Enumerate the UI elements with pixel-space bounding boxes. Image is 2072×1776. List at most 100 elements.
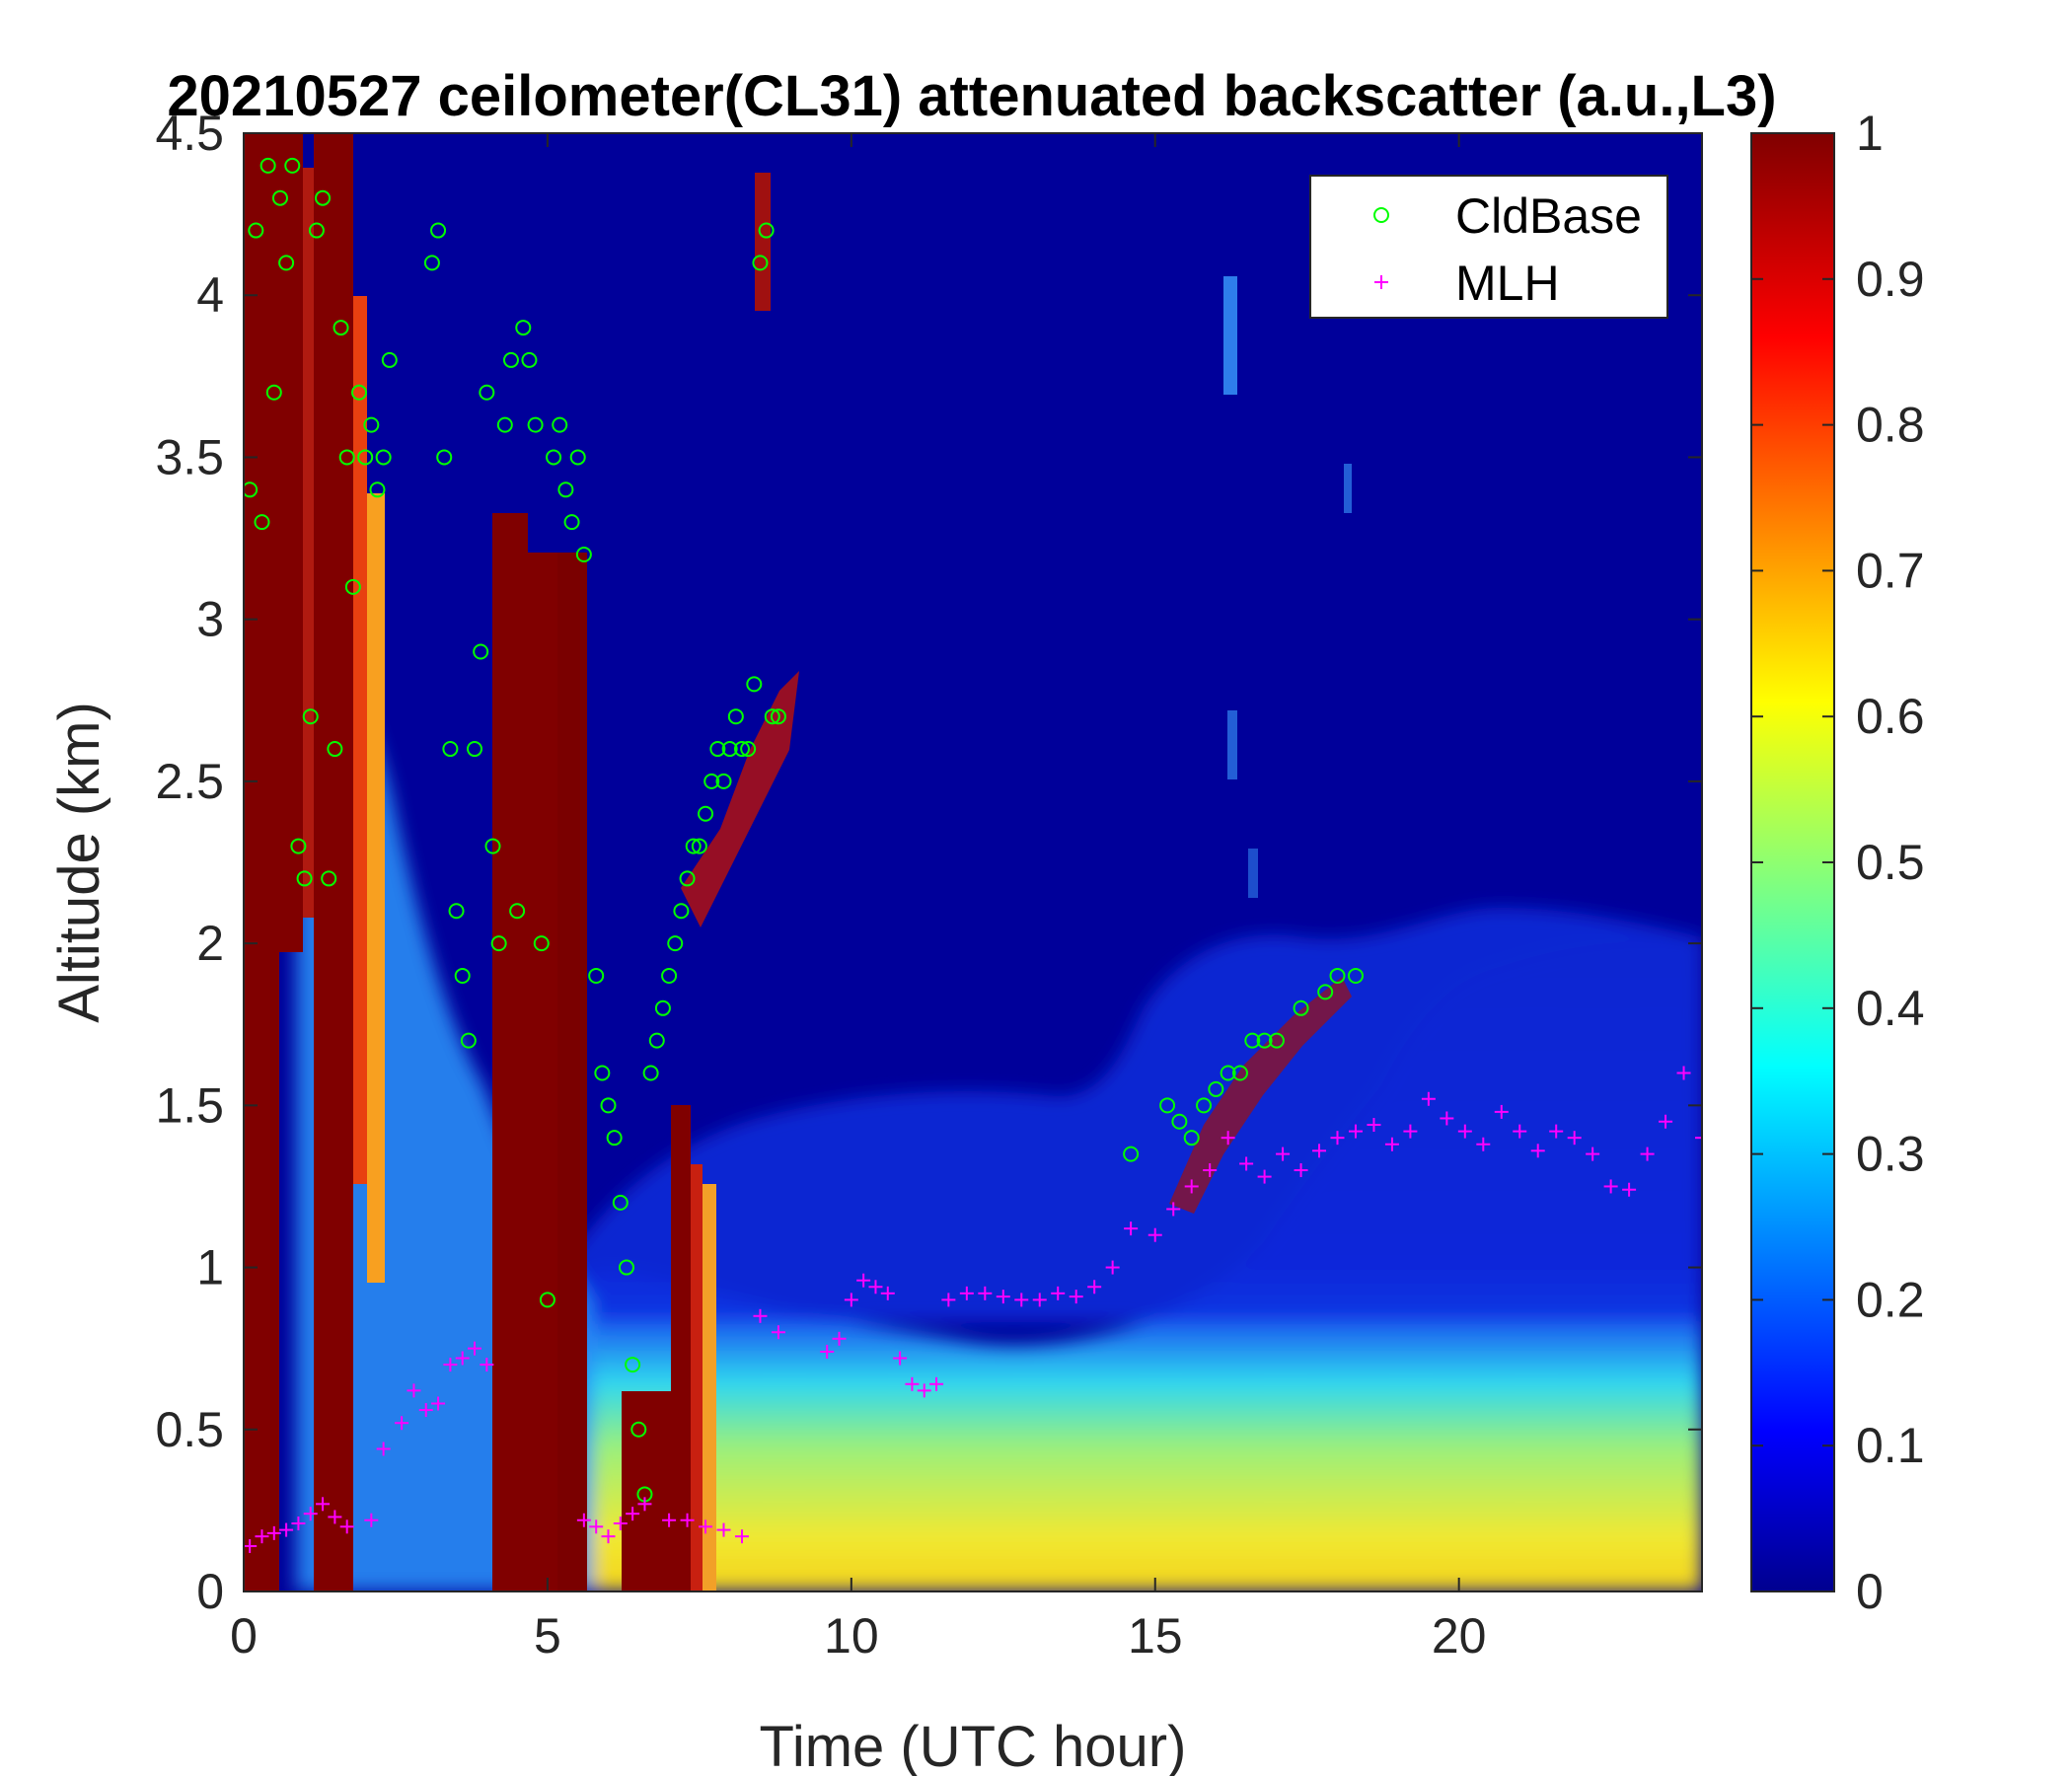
colorbar-tick-label: 0.1 [1856, 1418, 1925, 1473]
y-axis-label: Altitude (km) [47, 702, 111, 1023]
cldbase-point [333, 320, 349, 336]
cldbase-point [338, 449, 355, 466]
cldbase-point [721, 741, 738, 758]
mlh-point [917, 1383, 931, 1398]
mlh-point [339, 1519, 354, 1534]
y-tick-label: 4 [196, 267, 224, 323]
cloud-column [622, 1391, 671, 1591]
cldbase-point [698, 805, 714, 822]
cldbase-point [321, 870, 337, 887]
cldbase-point [1317, 984, 1334, 1000]
cldbase-point [351, 384, 368, 401]
cldbase-point [679, 870, 696, 887]
mlh-point [455, 1351, 470, 1366]
colorbar-tick-label: 0.4 [1856, 981, 1925, 1036]
cldbase-point [1171, 1113, 1188, 1130]
mlh-point [1147, 1227, 1162, 1242]
cldbase-point [344, 578, 361, 595]
cldbase-point [484, 838, 501, 854]
colorbar-tick-label: 0 [1856, 1564, 1884, 1619]
y-tick-label: 3.5 [155, 429, 224, 484]
cldbase-point [1268, 1032, 1285, 1049]
chart-title: 20210527 ceilometer(CL31) attenuated bac… [167, 64, 1776, 128]
cldbase-point [727, 708, 744, 725]
mlh-point [613, 1517, 628, 1531]
cldbase-point [667, 935, 684, 952]
y-tick-label: 4.5 [155, 106, 224, 161]
cldbase-point [381, 351, 398, 368]
y-axis: 0 0.5 1 1.5 2 2.5 3 3.5 4 4.5 [155, 106, 1702, 1619]
cldbase-point [594, 1065, 611, 1081]
cldbase-point [527, 416, 544, 433]
colorbar-tick-label: 0.9 [1856, 252, 1925, 307]
mlh-point [1087, 1280, 1102, 1295]
mlh-point [376, 1442, 391, 1456]
cloud-speck [1227, 710, 1237, 779]
cldbase-point [479, 384, 495, 401]
mlh-point [468, 1341, 482, 1356]
mlh-point [1549, 1124, 1564, 1139]
mlh-point [699, 1519, 713, 1534]
cloud-column [314, 133, 353, 1591]
mlh-point [1659, 1114, 1673, 1129]
mlh-point [316, 1497, 331, 1512]
cldbase-point [557, 481, 574, 498]
colorbar-tick-label: 0.8 [1856, 398, 1925, 453]
cldbase-point [673, 903, 690, 920]
cldbase-point [764, 708, 780, 725]
blue-aerosol-layer [553, 908, 1702, 1322]
cldbase-point [1123, 1146, 1140, 1162]
cldbase-point [1293, 999, 1309, 1016]
mlh-point [662, 1513, 677, 1527]
cldbase-point [661, 967, 678, 984]
mlh-point [266, 1525, 281, 1540]
cldbase-point [685, 838, 702, 854]
mlh-point [1184, 1179, 1199, 1194]
cldbase-point [752, 255, 769, 271]
cldbase-point [625, 1357, 641, 1373]
cldbase-point [278, 255, 295, 271]
cldbase-point [1347, 967, 1364, 984]
cldbase-point [1183, 1130, 1200, 1147]
mlh-point [1348, 1124, 1363, 1139]
mlh-point [893, 1351, 908, 1366]
cldbase-point [265, 384, 282, 401]
x-tick-label: 5 [534, 1608, 561, 1664]
cloud-column [691, 1164, 703, 1591]
cloud-column [557, 553, 587, 1591]
cldbase-point [296, 870, 313, 887]
mlh-point [753, 1308, 768, 1323]
mlh-point [716, 1522, 731, 1537]
mlh-point [1105, 1260, 1120, 1275]
cldbase-point [612, 1194, 629, 1211]
mlh-point [1312, 1144, 1327, 1158]
cldbase-point [715, 773, 732, 789]
mlh-point [364, 1513, 379, 1527]
cldbase-point [490, 935, 507, 952]
cldbase-point [600, 1097, 617, 1114]
cldbase-point [509, 903, 526, 920]
mlh-point [1069, 1290, 1083, 1304]
cldbase-point [315, 189, 332, 206]
colorbar-tick-label: 0.6 [1856, 689, 1925, 744]
cldbase-point [1231, 1065, 1248, 1081]
y-tick-label: 0.5 [155, 1402, 224, 1457]
mlh-point [771, 1325, 785, 1340]
cloud-column [492, 513, 528, 1591]
cldbase-point [1244, 1032, 1261, 1049]
mlh-point [929, 1376, 944, 1391]
mlh-point [978, 1286, 993, 1300]
mlh-point [255, 1529, 269, 1544]
heatmap [244, 133, 1702, 1591]
mlh-point [1640, 1147, 1655, 1161]
cldbase-point [327, 741, 343, 758]
cldbase-point [436, 449, 453, 466]
cldbase-point [733, 741, 750, 758]
cldbase-point [284, 157, 301, 174]
cldbase-point [521, 351, 538, 368]
cldbase-point [1208, 1080, 1224, 1097]
cldbase-point [1329, 967, 1346, 984]
colorbar [1750, 132, 1835, 1592]
mlh-point [832, 1331, 847, 1346]
